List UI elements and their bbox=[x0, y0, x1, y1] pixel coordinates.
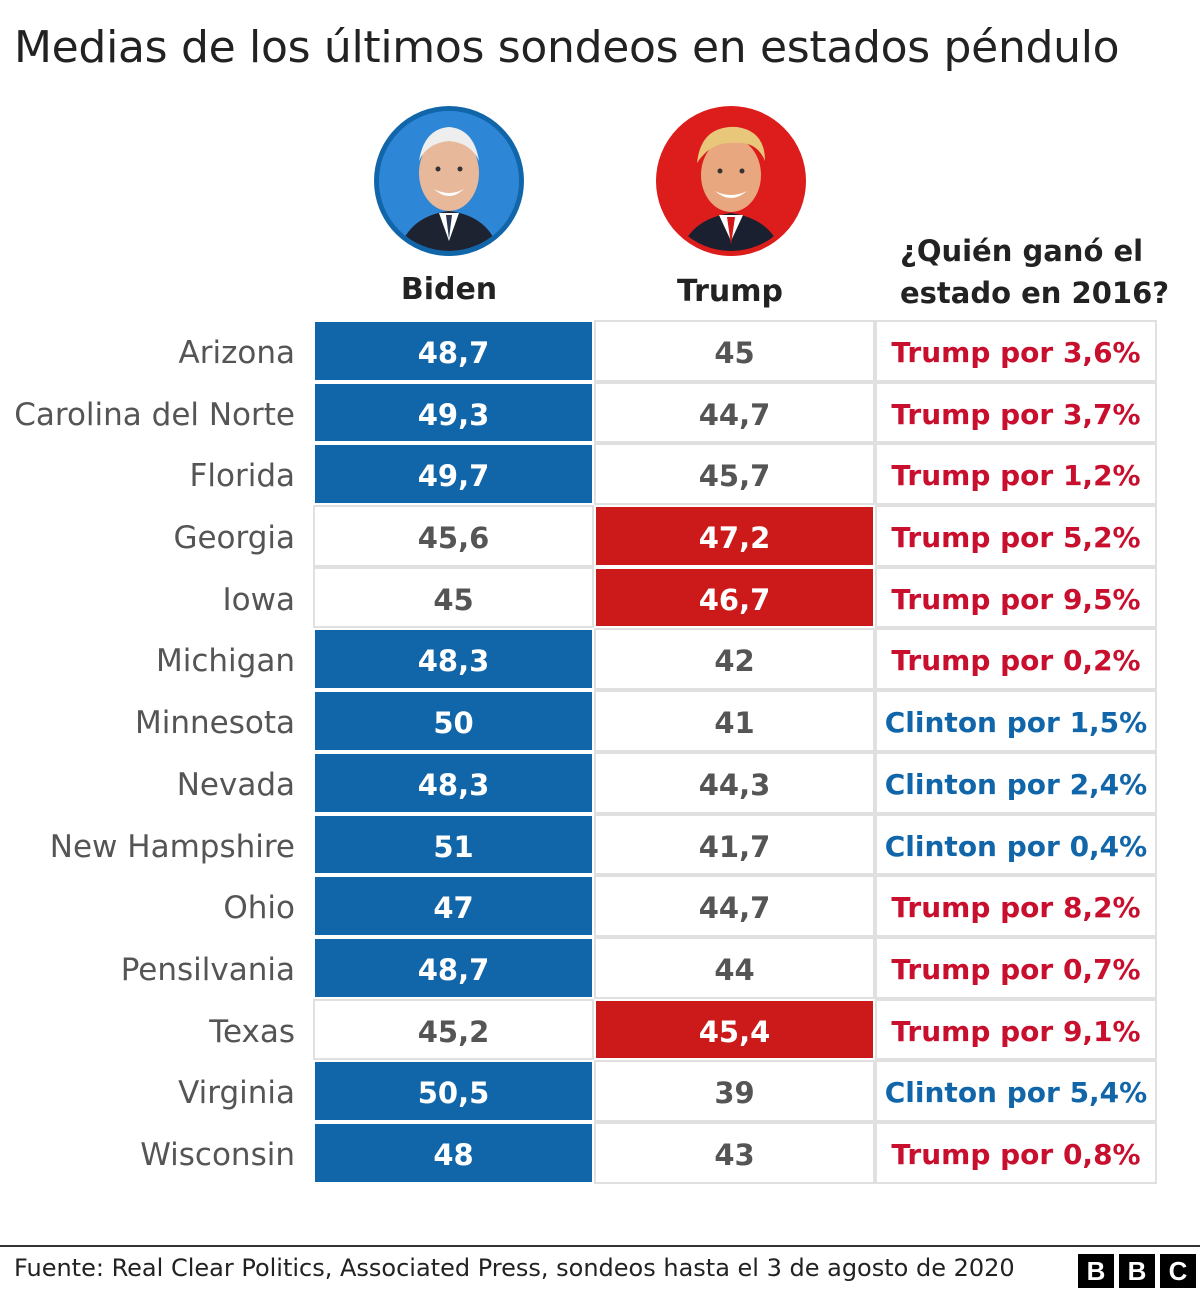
trump-value-cell: 42 bbox=[594, 628, 875, 691]
state-label: Arizona bbox=[178, 335, 295, 371]
trump-value-cell: 45,4 bbox=[594, 998, 875, 1061]
trump-value-cell: 43 bbox=[594, 1121, 875, 1184]
table-row: Florida 49,7 45,7 Trump por 1,2% bbox=[0, 443, 1200, 506]
trump-value-cell: 46,7 bbox=[594, 566, 875, 629]
biden-value-cell: 50 bbox=[313, 690, 594, 752]
trump-value-cell: 44 bbox=[594, 936, 875, 999]
trump-value-cell: 41 bbox=[594, 690, 875, 752]
table-row: Arizona 48,7 45 Trump por 3,6% bbox=[0, 320, 1200, 382]
state-label: Texas bbox=[209, 1013, 295, 1050]
trump-value-cell: 39 bbox=[594, 1060, 875, 1122]
biden-value-cell: 48,3 bbox=[313, 751, 594, 814]
trump-label: Trump bbox=[676, 274, 784, 309]
table-row: Iowa 45 46,7 Trump por 9,5% bbox=[0, 566, 1200, 629]
won-2016-cell: Trump por 1,2% bbox=[875, 443, 1157, 506]
biden-value-cell: 48,7 bbox=[313, 320, 594, 382]
table-row: Virginia 50,5 39 Clinton por 5,4% bbox=[0, 1060, 1200, 1122]
table-row: Carolina del Norte 49,3 44,7 Trump por 3,7% bbox=[0, 381, 1200, 444]
table-row: Nevada 48,3 44,3 Clinton por 2,4% bbox=[0, 751, 1200, 814]
biden-value-cell: 45,2 bbox=[313, 998, 594, 1061]
state-label: Carolina del Norte bbox=[14, 396, 295, 433]
won-2016-cell: Trump por 3,6% bbox=[875, 320, 1157, 382]
state-label: Virginia bbox=[178, 1075, 295, 1112]
biden-value-cell: 47 bbox=[313, 875, 594, 937]
state-label: Nevada bbox=[176, 766, 295, 803]
chart-title: Medias de los últimos sondeos en estados… bbox=[14, 22, 1120, 73]
biden-label: Biden bbox=[400, 272, 498, 307]
won-2016-cell: Clinton por 2,4% bbox=[875, 751, 1157, 814]
table-row: Ohio 47 44,7 Trump por 8,2% bbox=[0, 875, 1200, 937]
won-2016-cell: Clinton por 1,5% bbox=[875, 690, 1157, 752]
state-label: Iowa bbox=[222, 581, 295, 618]
footer-divider bbox=[0, 1245, 1200, 1247]
trump-value-cell: 45,7 bbox=[594, 443, 875, 506]
won-2016-cell: Trump por 5,2% bbox=[875, 505, 1157, 567]
bbc-logo-letter: C bbox=[1160, 1254, 1196, 1288]
won-2016-cell: Clinton por 5,4% bbox=[875, 1060, 1157, 1122]
biden-value-cell: 49,7 bbox=[313, 443, 594, 506]
biden-value-cell: 48 bbox=[313, 1121, 594, 1184]
biden-value-cell: 48,3 bbox=[313, 628, 594, 691]
state-label: Minnesota bbox=[135, 705, 295, 742]
trump-portrait bbox=[656, 106, 806, 256]
biden-value-cell: 50,5 bbox=[313, 1060, 594, 1122]
won-2016-header: ¿Quién ganó el estado en 2016? bbox=[900, 234, 1170, 310]
state-label: Georgia bbox=[173, 520, 295, 557]
table-row: Georgia 45,6 47,2 Trump por 5,2% bbox=[0, 505, 1200, 567]
won-2016-cell: Trump por 0,7% bbox=[875, 936, 1157, 999]
biden-value-cell: 51 bbox=[313, 813, 594, 876]
table-row: Wisconsin 48 43 Trump por 0,8% bbox=[0, 1121, 1200, 1184]
state-label: New Hampshire bbox=[49, 828, 295, 865]
biden-value-cell: 49,3 bbox=[313, 381, 594, 444]
poll-table: Arizona 48,7 45 Trump por 3,6% Carolina del … bbox=[0, 320, 1200, 1184]
table-row: Texas 45,2 45,4 Trump por 9,1% bbox=[0, 998, 1200, 1061]
table-row: Michigan 48,3 42 Trump por 0,2% bbox=[0, 628, 1200, 691]
source-note: Fuente: Real Clear Politics, Associated … bbox=[14, 1254, 1015, 1282]
table-row: Pensilvania 48,7 44 Trump por 0,7% bbox=[0, 936, 1200, 999]
won-2016-cell: Trump por 9,1% bbox=[875, 998, 1157, 1061]
biden-value-cell: 45 bbox=[313, 566, 594, 629]
bbc-logo: B B C bbox=[1078, 1254, 1196, 1288]
bbc-logo-letter: B bbox=[1119, 1254, 1155, 1288]
table-row: New Hampshire 51 41,7 Clinton por 0,4% bbox=[0, 813, 1200, 876]
won-2016-cell: Clinton por 0,4% bbox=[875, 813, 1157, 876]
won-2016-cell: Trump por 3,7% bbox=[875, 381, 1157, 444]
state-label: Ohio bbox=[223, 890, 295, 927]
state-label: Pensilvania bbox=[120, 951, 295, 988]
trump-value-cell: 44,7 bbox=[594, 875, 875, 937]
state-label: Florida bbox=[189, 458, 295, 495]
trump-value-cell: 44,7 bbox=[594, 381, 875, 444]
biden-value-cell: 45,6 bbox=[313, 505, 594, 567]
won-2016-cell: Trump por 0,2% bbox=[875, 628, 1157, 691]
won-2016-cell: Trump por 9,5% bbox=[875, 566, 1157, 629]
trump-value-cell: 44,3 bbox=[594, 751, 875, 814]
trump-value-cell: 41,7 bbox=[594, 813, 875, 876]
state-label: Wisconsin bbox=[140, 1136, 295, 1173]
won-2016-cell: Trump por 0,8% bbox=[875, 1121, 1157, 1184]
won-2016-cell: Trump por 8,2% bbox=[875, 875, 1157, 937]
biden-value-cell: 48,7 bbox=[313, 936, 594, 999]
bbc-logo-letter: B bbox=[1078, 1254, 1114, 1288]
table-row: Minnesota 50 41 Clinton por 1,5% bbox=[0, 690, 1200, 752]
biden-portrait bbox=[374, 106, 524, 256]
trump-value-cell: 45 bbox=[594, 320, 875, 382]
state-label: Michigan bbox=[156, 643, 295, 680]
trump-value-cell: 47,2 bbox=[594, 505, 875, 567]
